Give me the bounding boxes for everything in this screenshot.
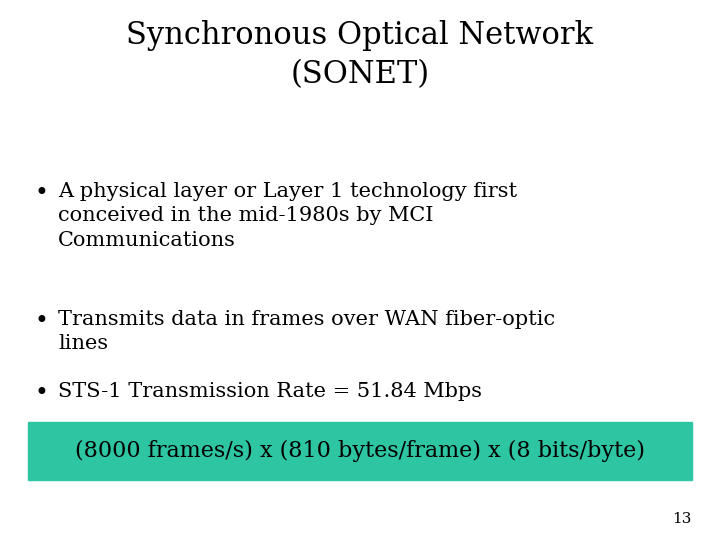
Text: Transmits data in frames over WAN fiber-optic
lines: Transmits data in frames over WAN fiber-…: [58, 310, 555, 353]
Text: (8000 frames/s) x (810 bytes/frame) x (8 bits/byte): (8000 frames/s) x (810 bytes/frame) x (8…: [75, 440, 645, 462]
Text: 13: 13: [672, 512, 692, 526]
Text: •: •: [35, 310, 49, 333]
Text: A physical layer or Layer 1 technology first
conceived in the mid-1980s by MCI
C: A physical layer or Layer 1 technology f…: [58, 182, 517, 249]
Text: •: •: [35, 382, 49, 405]
Text: STS-1 Transmission Rate = 51.84 Mbps: STS-1 Transmission Rate = 51.84 Mbps: [58, 382, 482, 401]
Text: •: •: [35, 182, 49, 205]
FancyBboxPatch shape: [28, 422, 692, 480]
Text: Synchronous Optical Network
(SONET): Synchronous Optical Network (SONET): [127, 20, 593, 90]
